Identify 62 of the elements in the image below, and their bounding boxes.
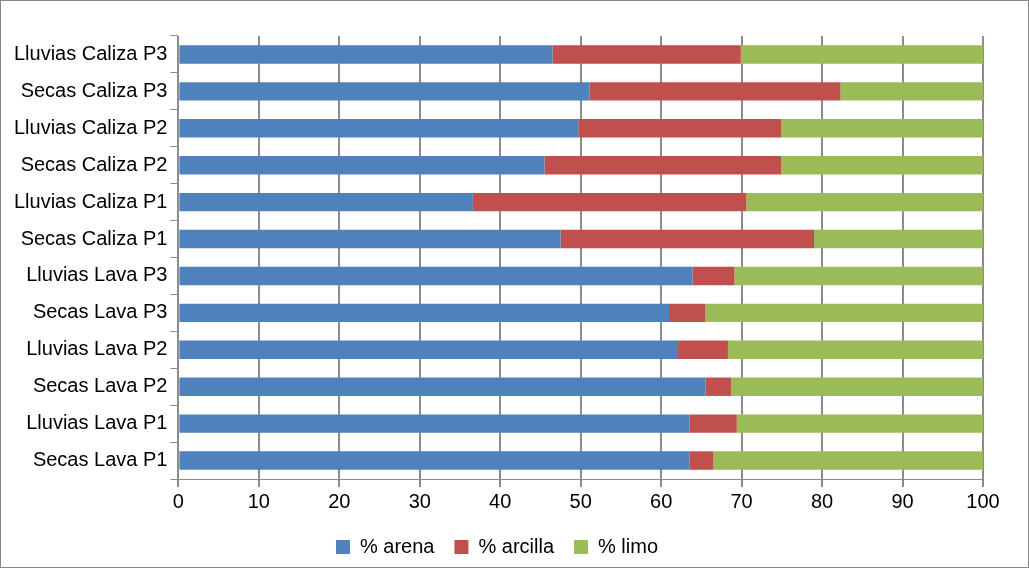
bar (179, 229, 561, 249)
bar (560, 229, 815, 249)
x-tick-label: 20 (328, 489, 351, 512)
x-tick-label: 90 (891, 489, 914, 512)
y-tick-label: Secas Caliza P2 (20, 152, 168, 175)
bar (179, 303, 671, 323)
bar (179, 192, 473, 212)
bar (179, 155, 545, 175)
bar (179, 451, 690, 470)
bar (727, 340, 983, 360)
bar (814, 229, 983, 249)
bar (589, 82, 841, 101)
bar (179, 414, 690, 433)
bar (736, 414, 983, 433)
bar (472, 192, 747, 212)
y-tick-label: Lluvias Caliza P3 (13, 41, 168, 64)
bar (734, 266, 983, 286)
bar (179, 377, 706, 396)
y-tick-label: Lluvias Lava P1 (26, 411, 168, 434)
legend-label: % arcilla (478, 534, 555, 557)
bar (678, 340, 728, 360)
y-tick-label: Secas Lava P2 (32, 374, 168, 397)
y-tick-label: Secas Lava P1 (32, 448, 168, 471)
bar (713, 451, 983, 470)
bar (740, 45, 983, 64)
y-tick-label: Secas Lava P3 (32, 300, 168, 323)
bar (731, 377, 983, 396)
bar (746, 192, 983, 212)
y-tick-label: Lluvias Caliza P1 (13, 189, 168, 212)
x-tick-label: 40 (489, 489, 512, 512)
x-tick-label: 50 (569, 489, 592, 512)
y-tick-label: Lluvias Caliza P2 (13, 115, 168, 138)
legend-label: % limo (598, 534, 659, 557)
bar (670, 303, 706, 323)
bar (840, 82, 983, 101)
x-tick-label: 80 (810, 489, 834, 512)
x-tick-label: 60 (650, 489, 673, 512)
x-tick-label: 70 (730, 489, 753, 512)
x-tick-label: 10 (247, 489, 270, 512)
bar (179, 45, 553, 64)
legend-label: % arena (359, 534, 436, 557)
bar (578, 119, 782, 138)
bar (179, 340, 679, 360)
bar (689, 414, 737, 433)
bar (781, 119, 983, 138)
bar (179, 266, 693, 286)
x-tick-label: 100 (966, 489, 1000, 512)
x-tick-label: 0 (172, 489, 184, 512)
bar (179, 119, 579, 138)
bar (781, 155, 983, 175)
bar (179, 82, 590, 101)
y-tick-label: Secas Caliza P1 (20, 226, 168, 249)
y-tick-label: Secas Caliza P3 (20, 78, 168, 101)
x-tick-label: 30 (408, 489, 431, 512)
bar (705, 303, 983, 323)
bar (544, 155, 782, 175)
bar (552, 45, 741, 64)
bar (705, 377, 732, 396)
y-tick-label: Lluvias Lava P2 (26, 337, 168, 360)
y-tick-label: Lluvias Lava P3 (26, 263, 168, 286)
bar (692, 266, 735, 286)
bar (689, 451, 714, 470)
